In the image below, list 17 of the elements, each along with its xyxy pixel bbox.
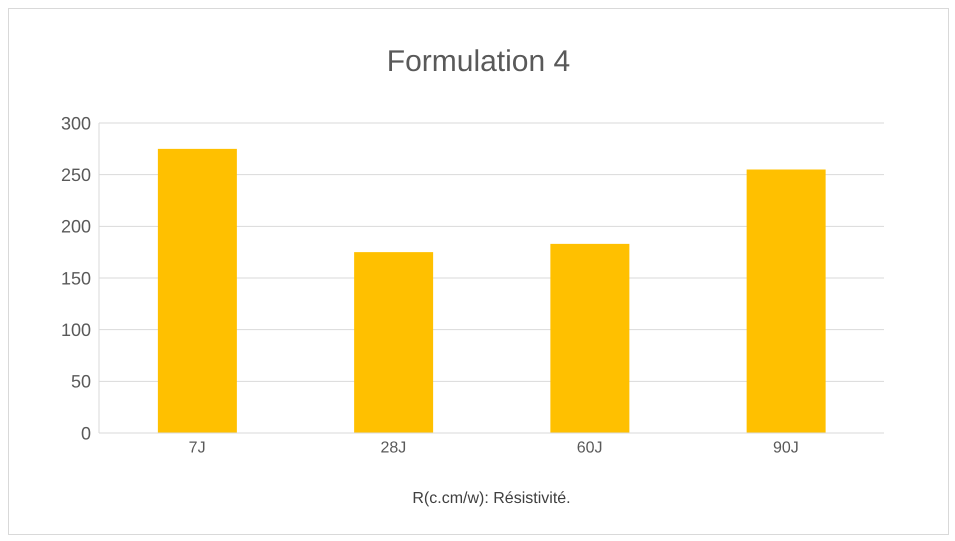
- y-tick-label: 300: [60, 113, 91, 134]
- chart-title: Formulation 4: [386, 45, 572, 80]
- x-tick-label: 90J: [772, 439, 799, 456]
- x-tick-label: 7J: [188, 439, 206, 456]
- x-axis-title: R(c.cm/w): Résistivité.: [412, 490, 571, 507]
- bar: [354, 252, 434, 433]
- y-tick-label: 50: [70, 372, 91, 392]
- x-tick-label: 60J: [576, 439, 603, 456]
- bar: [158, 148, 237, 433]
- bar: [550, 244, 630, 433]
- x-tick-label: 28J: [380, 439, 406, 456]
- y-tick-label: 100: [60, 320, 91, 340]
- bar: [746, 170, 826, 433]
- y-tick-label: 0: [80, 423, 91, 444]
- y-tick-label: 250: [60, 165, 91, 186]
- y-tick-label: 150: [60, 268, 91, 288]
- y-tick-label: 200: [60, 216, 91, 237]
